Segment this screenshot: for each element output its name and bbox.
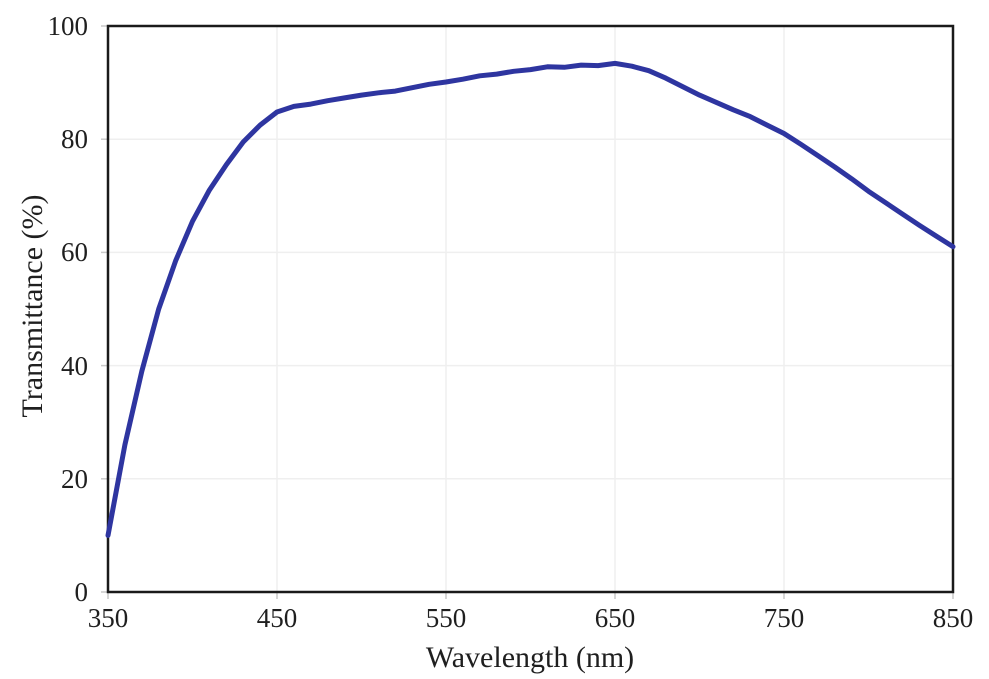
y-tick-label: 20 [61, 464, 88, 494]
x-tick-label: 750 [763, 603, 805, 633]
x-tick-label: 850 [932, 603, 974, 633]
x-tick-label: 350 [87, 603, 129, 633]
x-axis-title: Wavelength (nm) [425, 641, 635, 674]
y-tick-label: 100 [47, 11, 89, 41]
y-tick-label: 60 [61, 237, 88, 267]
x-tick-label: 550 [425, 603, 467, 633]
y-tick-label: 80 [61, 124, 88, 154]
y-tick-label: 0 [74, 577, 89, 607]
plot-border [106, 24, 955, 594]
y-tick-label: 40 [61, 351, 88, 381]
transmittance-curve [105, 60, 956, 538]
x-tick-label: 450 [256, 603, 298, 633]
y-axis-title: Transmittance (%) [16, 194, 49, 418]
x-tick-label: 650 [594, 603, 636, 633]
